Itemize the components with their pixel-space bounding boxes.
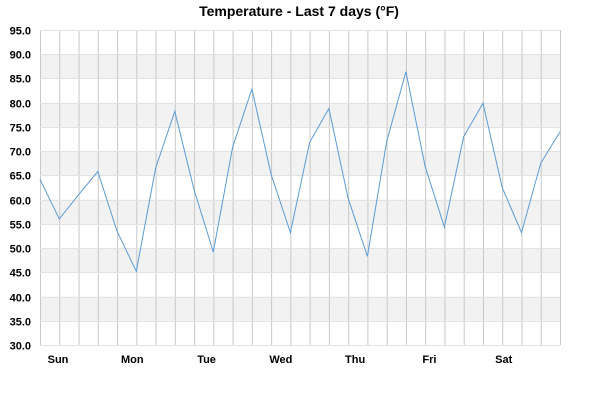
data-point [443,226,446,229]
data-point [539,162,542,165]
data-point [173,110,176,113]
y-tick-label: 30.0 [10,341,31,353]
y-tick-label: 40.0 [10,293,31,305]
data-point [77,193,80,196]
chart-title: Temperature - Last 7 days (°F) [199,3,399,19]
x-tick-label: Thu [345,354,365,366]
plot-band [40,54,560,79]
data-point [308,141,311,144]
plot-band [40,102,560,127]
data-point [366,255,369,258]
data-point [250,88,253,91]
data-point [385,140,388,143]
plot-bands [40,30,560,345]
y-tick-label: 80.0 [10,99,31,111]
data-point [520,231,523,234]
data-point [481,102,484,105]
data-point [96,170,99,173]
x-tick-label: Sun [48,354,69,366]
data-point [212,250,215,253]
x-tick-label: Tue [197,354,216,366]
x-tick-label: Fri [422,354,436,366]
plot-band [40,151,560,176]
data-point [424,165,427,168]
y-tick-label: 60.0 [10,196,31,208]
x-tick-label: Sat [495,354,512,366]
data-point [231,146,234,149]
data-point [154,167,157,170]
data-point [559,130,562,133]
y-tick-label: 75.0 [10,123,31,135]
data-point [39,178,42,181]
series-layer [39,70,562,273]
y-tick-label: 55.0 [10,220,31,232]
data-point [289,231,292,234]
plot-band [40,199,560,224]
vertical-gridlines [40,30,561,345]
x-tick-label: Mon [121,354,144,366]
y-tick-label: 65.0 [10,171,31,183]
data-point [347,197,350,200]
y-tick-label: 35.0 [10,317,31,329]
y-tick-label: 50.0 [10,244,31,256]
data-point [135,270,138,273]
y-tick-label: 85.0 [10,74,31,86]
data-point [116,230,119,233]
y-tick-label: 95.0 [10,26,31,38]
y-tick-label: 90.0 [10,50,31,62]
data-point [193,188,196,191]
x-tick-label: Wed [269,354,292,366]
data-point [501,186,504,189]
data-point [327,107,330,110]
y-tick-label: 70.0 [10,147,31,159]
data-point [58,218,61,221]
data-point [462,135,465,138]
y-tick-label: 45.0 [10,268,31,280]
plot-band [40,296,560,321]
x-axis-ticks: Sun Mon Tue Wed Thu Fri Sat [48,354,513,366]
series-line [39,71,561,273]
y-axis-ticks: 30.0 35.0 40.0 45.0 50.0 55.0 60.0 65.0 70.0 75.0… [10,26,31,353]
horizontal-gridlines [40,30,560,346]
data-point [404,70,407,73]
data-point [270,173,273,176]
